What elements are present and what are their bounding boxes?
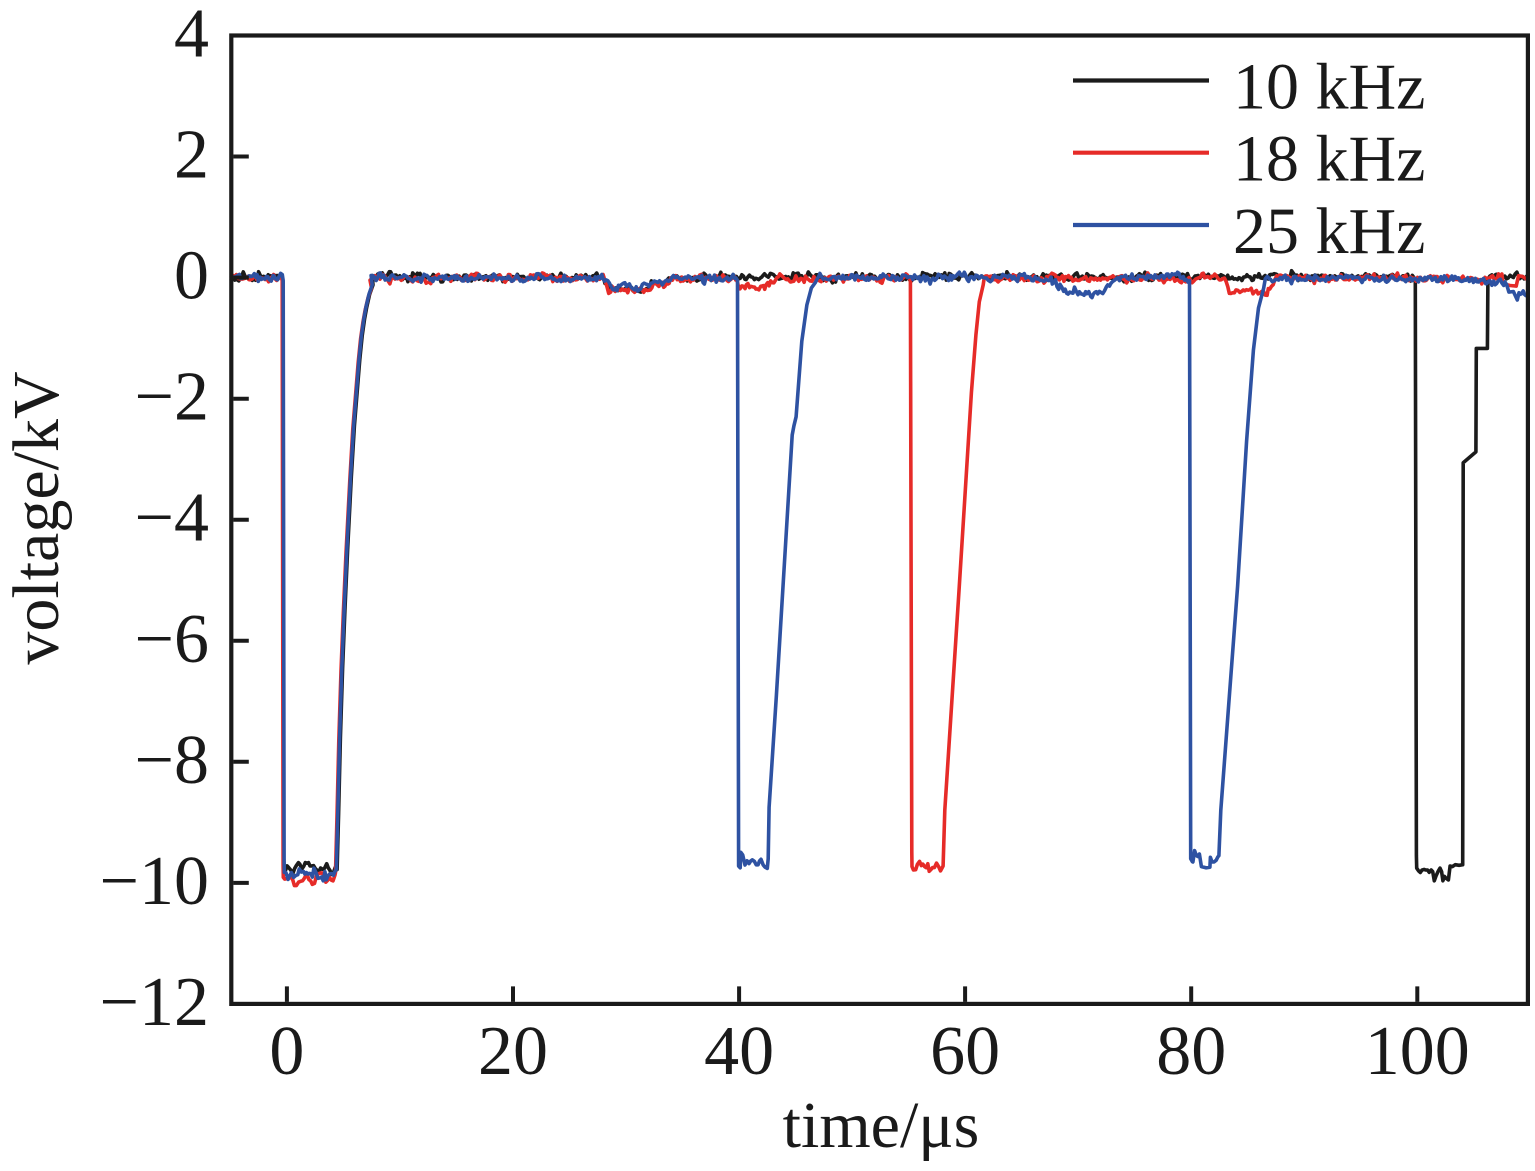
- svg-text:0: 0: [174, 238, 209, 315]
- svg-text:−12: −12: [100, 964, 209, 1041]
- svg-text:voltage/kV: voltage/kV: [0, 371, 73, 664]
- svg-text:20: 20: [478, 1013, 548, 1090]
- svg-text:4: 4: [174, 0, 209, 73]
- svg-text:2: 2: [174, 117, 209, 194]
- svg-text:0: 0: [269, 1013, 304, 1090]
- svg-text:10 kHz: 10 kHz: [1233, 51, 1425, 124]
- svg-text:18 kHz: 18 kHz: [1233, 123, 1425, 196]
- svg-text:25 kHz: 25 kHz: [1233, 195, 1425, 268]
- svg-text:60: 60: [930, 1013, 1000, 1090]
- svg-text:−2: −2: [135, 359, 209, 436]
- svg-text:−10: −10: [100, 843, 209, 920]
- svg-text:−4: −4: [135, 480, 209, 557]
- svg-text:−8: −8: [135, 722, 209, 799]
- svg-text:−6: −6: [135, 601, 209, 678]
- svg-text:time/μs: time/μs: [783, 1089, 980, 1162]
- svg-text:80: 80: [1156, 1013, 1226, 1090]
- svg-text:100: 100: [1365, 1013, 1470, 1090]
- svg-text:40: 40: [704, 1013, 774, 1090]
